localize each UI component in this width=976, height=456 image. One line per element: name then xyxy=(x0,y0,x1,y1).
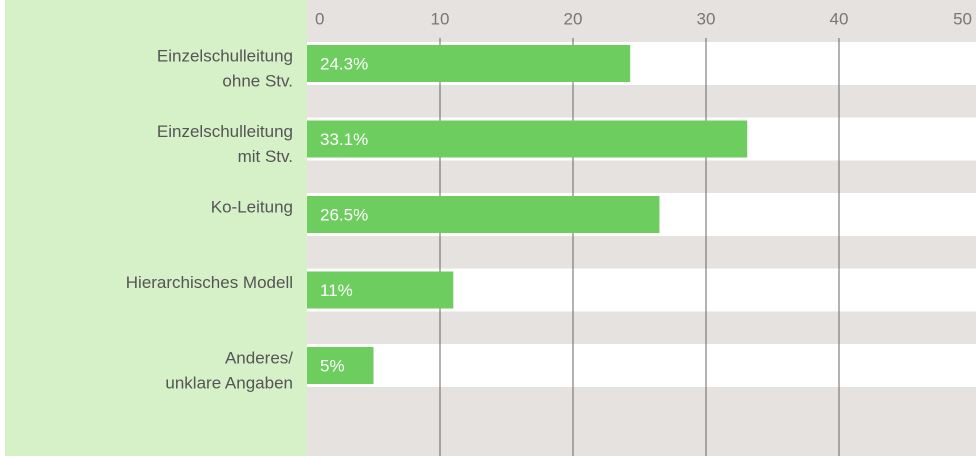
bar xyxy=(307,347,374,384)
value-label: 26.5% xyxy=(320,205,368,224)
bar xyxy=(307,196,660,233)
value-label: 5% xyxy=(320,356,345,375)
label-panel xyxy=(5,0,307,456)
y-tick-label: Anderes/ xyxy=(225,348,293,367)
x-tick-label: 20 xyxy=(564,9,583,28)
y-tick-label: Ko-Leitung xyxy=(211,197,293,216)
y-tick-label: Einzelschulleitung xyxy=(157,46,293,65)
y-tick-label: mit Stv. xyxy=(238,147,293,166)
x-tick-label: 10 xyxy=(431,9,450,28)
bar xyxy=(307,271,454,309)
y-tick-label: unklare Angaben xyxy=(165,373,293,392)
bar xyxy=(307,120,748,158)
value-label: 11% xyxy=(320,281,353,300)
y-tick-label: ohne Stv. xyxy=(222,71,293,90)
x-tick-label: 0 xyxy=(315,9,324,28)
x-tick-label: 30 xyxy=(697,9,716,28)
row-band xyxy=(307,344,976,387)
y-tick-label: Hierarchisches Modell xyxy=(126,273,293,292)
bar xyxy=(307,45,631,82)
x-tick-label: 40 xyxy=(830,9,849,28)
x-tick-label: 50 xyxy=(953,9,972,28)
value-label: 24.3% xyxy=(320,54,368,73)
value-label: 33.1% xyxy=(320,130,368,149)
y-tick-label: Einzelschulleitung xyxy=(157,122,293,141)
